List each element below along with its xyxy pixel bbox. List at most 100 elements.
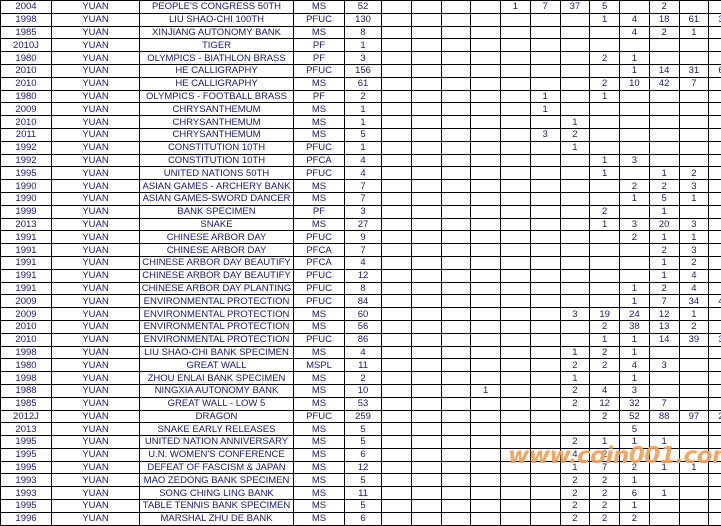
cell-grade-count-11[interactable]: 1: [679, 461, 709, 474]
cell-grade-count-12[interactable]: [709, 346, 721, 359]
cell-grade-count-3[interactable]: [441, 205, 471, 218]
cell-quantity[interactable]: 56: [345, 320, 382, 333]
cell-grade-count-10[interactable]: 42: [649, 77, 679, 90]
cell-grade-count-5[interactable]: [501, 448, 531, 461]
cell-grade-count-10[interactable]: 13: [649, 320, 679, 333]
cell-grade-count-6[interactable]: [530, 410, 560, 423]
cell-grade-count-5[interactable]: [501, 218, 531, 231]
cell-grade-count-8[interactable]: [590, 282, 620, 295]
cell-currency[interactable]: YUAN: [52, 384, 140, 397]
cell-grade-count-10[interactable]: [649, 154, 679, 167]
cell-year[interactable]: 1980: [1, 90, 52, 103]
cell-year[interactable]: 1991: [1, 269, 52, 282]
cell-description[interactable]: SNAKE: [140, 218, 294, 231]
cell-grade-count-9[interactable]: 4: [620, 13, 650, 26]
cell-grade-count-1[interactable]: [382, 218, 412, 231]
cell-grade-count-8[interactable]: [590, 231, 620, 244]
cell-grade-count-6[interactable]: [530, 116, 560, 129]
cell-grade-count-7[interactable]: 2: [560, 384, 590, 397]
cell-grade-count-9[interactable]: [620, 269, 650, 282]
cell-grade-count-4[interactable]: [471, 244, 501, 257]
cell-grade[interactable]: MS: [294, 397, 345, 410]
cell-currency[interactable]: YUAN: [52, 295, 140, 308]
cell-grade-count-8[interactable]: 1: [590, 436, 620, 449]
cell-grade-count-5[interactable]: [501, 359, 531, 372]
cell-grade-count-3[interactable]: [441, 320, 471, 333]
cell-quantity[interactable]: 84: [345, 295, 382, 308]
cell-grade-count-12[interactable]: 2: [709, 244, 721, 257]
cell-grade-count-8[interactable]: 2: [590, 474, 620, 487]
cell-year[interactable]: 1995: [1, 167, 52, 180]
cell-grade-count-6[interactable]: [530, 154, 560, 167]
cell-grade[interactable]: PF: [294, 205, 345, 218]
cell-grade-count-4[interactable]: [471, 167, 501, 180]
cell-year[interactable]: 1991: [1, 256, 52, 269]
cell-quantity[interactable]: 7: [345, 192, 382, 205]
cell-grade-count-7[interactable]: [560, 90, 590, 103]
cell-year[interactable]: 2010: [1, 116, 52, 129]
cell-grade-count-8[interactable]: [590, 244, 620, 257]
cell-grade-count-2[interactable]: [411, 77, 441, 90]
cell-quantity[interactable]: 12: [345, 269, 382, 282]
cell-grade-count-2[interactable]: [411, 256, 441, 269]
cell-grade-count-7[interactable]: [560, 423, 590, 436]
cell-grade-count-3[interactable]: [441, 231, 471, 244]
cell-currency[interactable]: YUAN: [52, 269, 140, 282]
cell-grade-count-7[interactable]: [560, 167, 590, 180]
cell-grade-count-10[interactable]: [649, 52, 679, 65]
cell-grade-count-4[interactable]: [471, 192, 501, 205]
cell-year[interactable]: 1992: [1, 141, 52, 154]
cell-grade-count-1[interactable]: [382, 13, 412, 26]
cell-grade-count-9[interactable]: 10: [620, 77, 650, 90]
cell-grade-count-2[interactable]: [411, 372, 441, 385]
cell-grade-count-1[interactable]: [382, 423, 412, 436]
cell-grade-count-2[interactable]: [411, 500, 441, 513]
cell-grade-count-3[interactable]: [441, 384, 471, 397]
cell-grade-count-8[interactable]: [590, 141, 620, 154]
cell-year[interactable]: 2010: [1, 320, 52, 333]
cell-grade-count-10[interactable]: [649, 372, 679, 385]
cell-grade-count-6[interactable]: [530, 13, 560, 26]
cell-grade-count-1[interactable]: [382, 282, 412, 295]
cell-grade-count-4[interactable]: [471, 512, 501, 525]
cell-grade-count-10[interactable]: [649, 448, 679, 461]
cell-grade-count-4[interactable]: [471, 397, 501, 410]
cell-currency[interactable]: YUAN: [52, 39, 140, 52]
cell-year[interactable]: 2010: [1, 333, 52, 346]
cell-grade-count-2[interactable]: [411, 13, 441, 26]
cell-grade-count-11[interactable]: 39: [679, 333, 709, 346]
cell-grade-count-8[interactable]: 19: [590, 308, 620, 321]
cell-quantity[interactable]: 8: [345, 282, 382, 295]
cell-grade-count-4[interactable]: [471, 320, 501, 333]
cell-grade-count-6[interactable]: [530, 218, 560, 231]
cell-grade-count-2[interactable]: [411, 269, 441, 282]
cell-description[interactable]: CHINESE ARBOR DAY BEAUTIFY: [140, 269, 294, 282]
cell-quantity[interactable]: 4: [345, 346, 382, 359]
cell-grade[interactable]: MS: [294, 423, 345, 436]
cell-grade-count-10[interactable]: 1: [649, 436, 679, 449]
cell-grade-count-6[interactable]: [530, 487, 560, 500]
cell-quantity[interactable]: 60: [345, 308, 382, 321]
cell-grade-count-3[interactable]: [441, 180, 471, 193]
cell-grade-count-1[interactable]: [382, 90, 412, 103]
cell-description[interactable]: NINGXIA AUTONOMY BANK: [140, 384, 294, 397]
cell-grade-count-9[interactable]: [620, 141, 650, 154]
cell-grade-count-1[interactable]: [382, 231, 412, 244]
cell-grade-count-10[interactable]: 1: [649, 256, 679, 269]
cell-description[interactable]: MARSHAL ZHU DE BANK: [140, 512, 294, 525]
cell-year[interactable]: 1995: [1, 461, 52, 474]
cell-currency[interactable]: YUAN: [52, 320, 140, 333]
cell-grade-count-9[interactable]: [620, 244, 650, 257]
cell-grade-count-5[interactable]: [501, 384, 531, 397]
cell-grade-count-7[interactable]: 2: [560, 397, 590, 410]
cell-grade-count-7[interactable]: [560, 103, 590, 116]
cell-grade-count-4[interactable]: [471, 487, 501, 500]
cell-grade-count-3[interactable]: [441, 192, 471, 205]
cell-description[interactable]: OLYMPICS - BIATHLON BRASS: [140, 52, 294, 65]
cell-grade-count-2[interactable]: [411, 474, 441, 487]
cell-grade-count-7[interactable]: 2: [560, 487, 590, 500]
cell-grade-count-10[interactable]: 20: [649, 218, 679, 231]
